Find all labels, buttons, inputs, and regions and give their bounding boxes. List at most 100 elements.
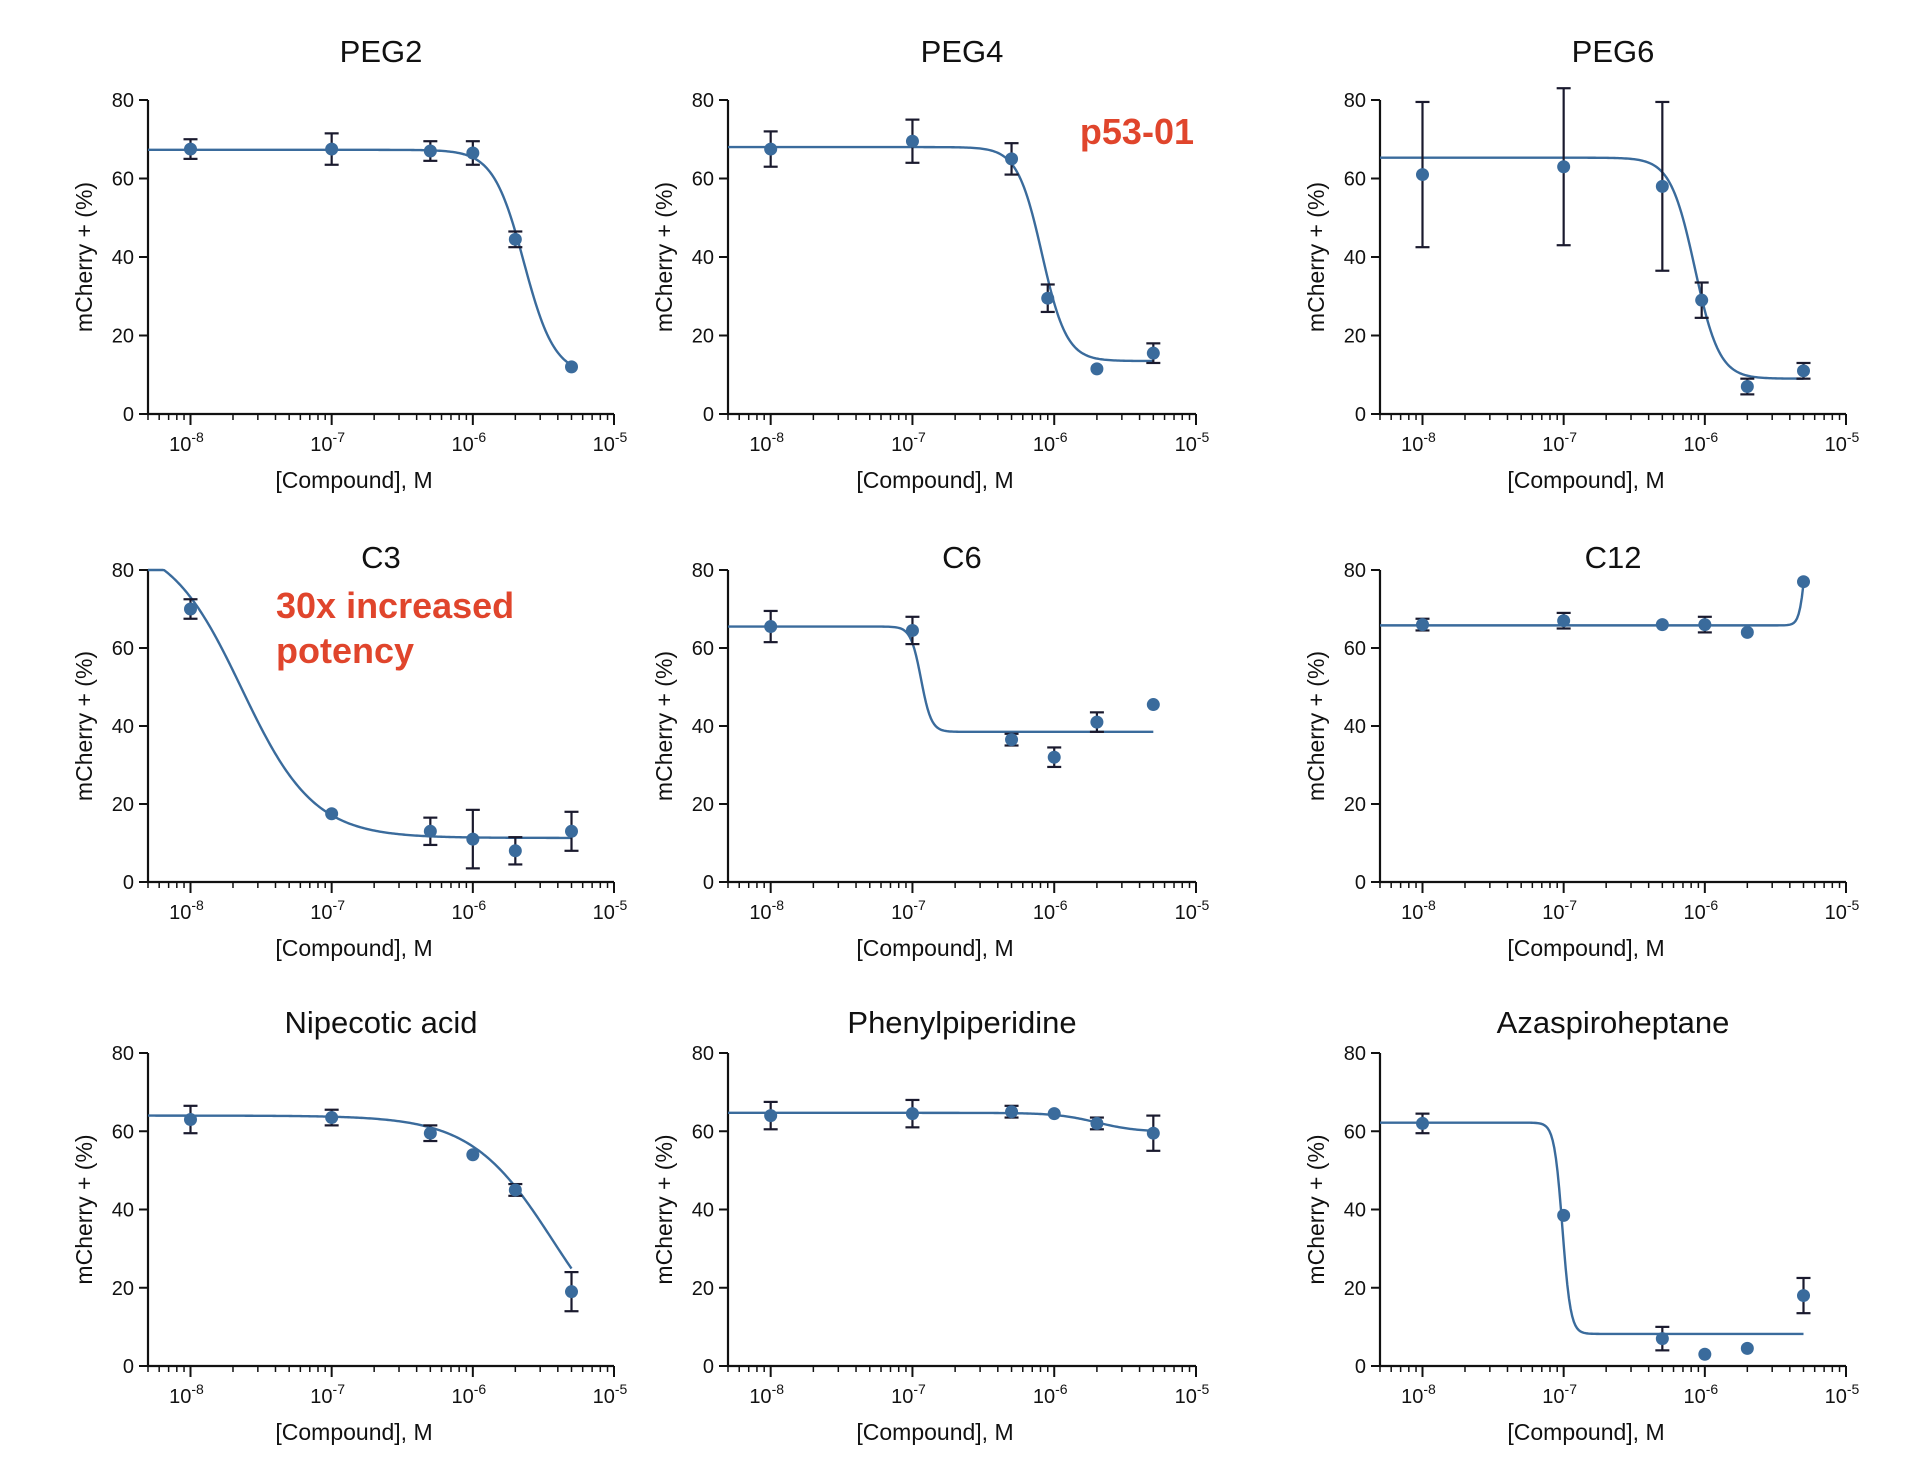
data-point <box>905 1107 919 1121</box>
x-tick-label: 10-7 <box>891 1381 926 1408</box>
x-tick-label: 10-8 <box>749 429 784 456</box>
x-tick-label: 10-8 <box>169 429 204 456</box>
x-tick-label-exponent: -5 <box>1847 429 1860 445</box>
x-tick-label-exponent: -6 <box>474 897 487 913</box>
data-point <box>183 602 197 616</box>
data-point <box>325 1111 339 1125</box>
data-point <box>1797 1289 1811 1303</box>
data-point <box>1146 346 1160 360</box>
x-tick-label: 10-5 <box>1175 429 1210 456</box>
y-tick-label: 40 <box>1344 1200 1366 1222</box>
x-tick-label: 10-5 <box>1175 897 1210 924</box>
x-tick-label-base: 10 <box>451 1386 473 1408</box>
data-point <box>1740 625 1754 639</box>
data-point <box>565 1285 579 1299</box>
data-point <box>1655 179 1669 193</box>
x-tick-label-exponent: -8 <box>1423 1381 1436 1397</box>
x-tick-label-exponent: -5 <box>1197 1381 1210 1397</box>
y-tick-label: 40 <box>112 247 134 269</box>
y-tick-label: 80 <box>692 1043 714 1065</box>
data-point <box>1005 152 1019 166</box>
x-tick-label-exponent: -6 <box>1706 897 1719 913</box>
x-tick-label-exponent: -7 <box>913 897 926 913</box>
data-point <box>1415 168 1429 182</box>
panel-title: PEG2 <box>340 34 423 69</box>
y-tick-label: 0 <box>703 872 714 894</box>
x-axis-label: [Compound], M <box>856 467 1013 493</box>
x-tick-label-base: 10 <box>891 434 913 456</box>
x-tick-label: 10-7 <box>1542 897 1577 924</box>
x-tick-label: 10-7 <box>891 897 926 924</box>
x-tick-label-exponent: -7 <box>333 1381 346 1397</box>
data-point <box>905 623 919 637</box>
x-tick-label-base: 10 <box>169 434 191 456</box>
y-tick-label: 20 <box>1344 794 1366 816</box>
data-point <box>508 1183 522 1197</box>
data-point <box>1047 1107 1061 1121</box>
y-tick-label: 80 <box>692 90 714 112</box>
x-tick-label-base: 10 <box>1542 902 1564 924</box>
data-point <box>325 807 339 821</box>
x-tick-label-base: 10 <box>593 434 615 456</box>
x-tick-label: 10-5 <box>593 897 628 924</box>
x-tick-label-base: 10 <box>1683 902 1705 924</box>
x-tick-label: 10-8 <box>749 1381 784 1408</box>
x-tick-label-base: 10 <box>1175 902 1197 924</box>
x-tick-label-base: 10 <box>749 434 771 456</box>
x-tick-label: 10-5 <box>1825 897 1860 924</box>
y-tick-label: 40 <box>692 247 714 269</box>
data-point <box>1698 1347 1712 1361</box>
x-tick-label-exponent: -6 <box>1055 429 1068 445</box>
data-point <box>1740 380 1754 394</box>
y-tick-label: 20 <box>692 794 714 816</box>
x-tick-label: 10-6 <box>1033 897 1068 924</box>
x-tick-label: 10-8 <box>169 897 204 924</box>
x-tick-label-base: 10 <box>1033 434 1055 456</box>
data-point <box>325 142 339 156</box>
panel-title: Azaspiroheptane <box>1497 1005 1730 1040</box>
x-tick-label: 10-5 <box>593 429 628 456</box>
x-tick-label: 10-7 <box>310 897 345 924</box>
data-point <box>1797 364 1811 378</box>
data-point <box>565 824 579 838</box>
y-tick-label: 0 <box>703 404 714 426</box>
y-tick-label: 60 <box>112 169 134 191</box>
x-tick-label: 10-6 <box>1683 429 1718 456</box>
y-tick-label: 60 <box>1344 1121 1366 1143</box>
x-tick-label-exponent: -5 <box>1847 1381 1860 1397</box>
x-tick-label-base: 10 <box>1683 434 1705 456</box>
x-tick-label: 10-5 <box>1175 1381 1210 1408</box>
x-tick-label-exponent: -6 <box>474 429 487 445</box>
x-tick-label-exponent: -6 <box>1055 1381 1068 1397</box>
x-tick-label-exponent: -6 <box>474 1381 487 1397</box>
x-tick-label: 10-7 <box>891 429 926 456</box>
y-tick-label: 80 <box>112 90 134 112</box>
x-tick-label-exponent: -6 <box>1706 1381 1719 1397</box>
data-point <box>423 1126 437 1140</box>
y-tick-label: 20 <box>112 794 134 816</box>
x-tick-label-base: 10 <box>891 902 913 924</box>
data-point <box>1005 733 1019 747</box>
y-axis-label: mCherry + (%) <box>71 651 97 801</box>
y-axis-label: mCherry + (%) <box>71 182 97 332</box>
x-tick-label-exponent: -8 <box>191 897 204 913</box>
data-point <box>466 146 480 160</box>
x-tick-label-exponent: -6 <box>1706 429 1719 445</box>
y-tick-label: 0 <box>1355 404 1366 426</box>
annotation-label: potency <box>276 630 414 671</box>
panel-title: C6 <box>942 540 982 575</box>
y-tick-label: 0 <box>703 1356 714 1378</box>
x-tick-label: 10-6 <box>1683 1381 1718 1408</box>
x-tick-label-base: 10 <box>1825 434 1847 456</box>
y-tick-label: 20 <box>112 326 134 348</box>
y-tick-label: 40 <box>112 716 134 738</box>
fit-curve <box>1380 1121 1804 1336</box>
fit-curve <box>1380 156 1804 380</box>
y-tick-label: 40 <box>1344 247 1366 269</box>
data-point <box>423 824 437 838</box>
x-tick-label-base: 10 <box>749 1386 771 1408</box>
x-tick-label-exponent: -8 <box>191 1381 204 1397</box>
data-point <box>1415 1116 1429 1130</box>
